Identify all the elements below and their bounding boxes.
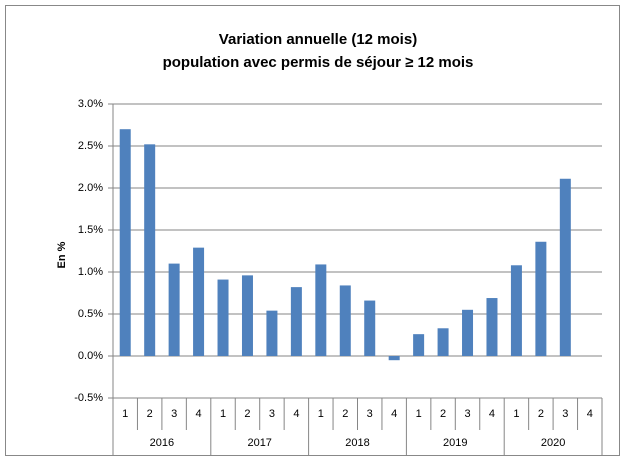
chart-title: Variation annuelle (12 mois) (219, 31, 417, 48)
bar (144, 144, 156, 356)
y-tick-label: -0.5% (74, 392, 103, 404)
y-tick-label: 1.0% (78, 266, 103, 278)
bar (339, 285, 351, 356)
bar (535, 241, 547, 356)
bar (217, 279, 229, 356)
x-tick-label: 2 (538, 408, 544, 420)
x-tick-label: 1 (122, 408, 128, 420)
x-tick-label: 2 (244, 408, 250, 420)
group-label: 2020 (541, 437, 565, 449)
bar (510, 265, 522, 356)
bar (388, 356, 400, 361)
bar (486, 298, 498, 356)
bar (193, 247, 205, 356)
y-tick-label: 0.5% (78, 308, 103, 320)
bar (315, 264, 327, 356)
group-label: 2017 (247, 437, 271, 449)
bar (241, 275, 253, 356)
x-tick-label: 1 (318, 408, 324, 420)
bar (119, 129, 131, 356)
x-tick-label: 3 (269, 408, 275, 420)
x-tick-label: 3 (367, 408, 373, 420)
chart-subtitle: population avec permis de séjour ≥ 12 mo… (163, 54, 474, 71)
y-tick-label: 2.5% (78, 140, 103, 152)
bar (437, 328, 449, 356)
y-tick-label: 1.5% (78, 224, 103, 236)
group-label: 2018 (345, 437, 369, 449)
bar (168, 263, 180, 356)
x-tick-label: 3 (562, 408, 568, 420)
x-tick-label: 2 (440, 408, 446, 420)
x-tick-label: 3 (171, 408, 177, 420)
x-tick-label: 4 (587, 408, 593, 420)
bar (462, 309, 474, 356)
x-tick-label: 1 (220, 408, 226, 420)
x-tick-label: 1 (513, 408, 519, 420)
x-tick-label: 4 (489, 408, 495, 420)
y-tick-label: 2.0% (78, 182, 103, 194)
y-tick-label: 3.0% (78, 98, 103, 110)
x-tick-label: 4 (293, 408, 299, 420)
bar (559, 178, 571, 356)
x-tick-label: 2 (342, 408, 348, 420)
x-tick-label: 2 (147, 408, 153, 420)
bar (266, 310, 278, 356)
bar (413, 334, 425, 356)
bar (364, 300, 376, 356)
y-tick-label: 0.0% (78, 350, 103, 362)
y-axis-label: En % (56, 241, 68, 268)
x-tick-label: 1 (416, 408, 422, 420)
group-label: 2019 (443, 437, 467, 449)
group-label: 2016 (150, 437, 174, 449)
x-tick-label: 4 (196, 408, 202, 420)
bar (290, 287, 302, 356)
x-tick-label: 4 (391, 408, 397, 420)
x-tick-label: 3 (464, 408, 470, 420)
